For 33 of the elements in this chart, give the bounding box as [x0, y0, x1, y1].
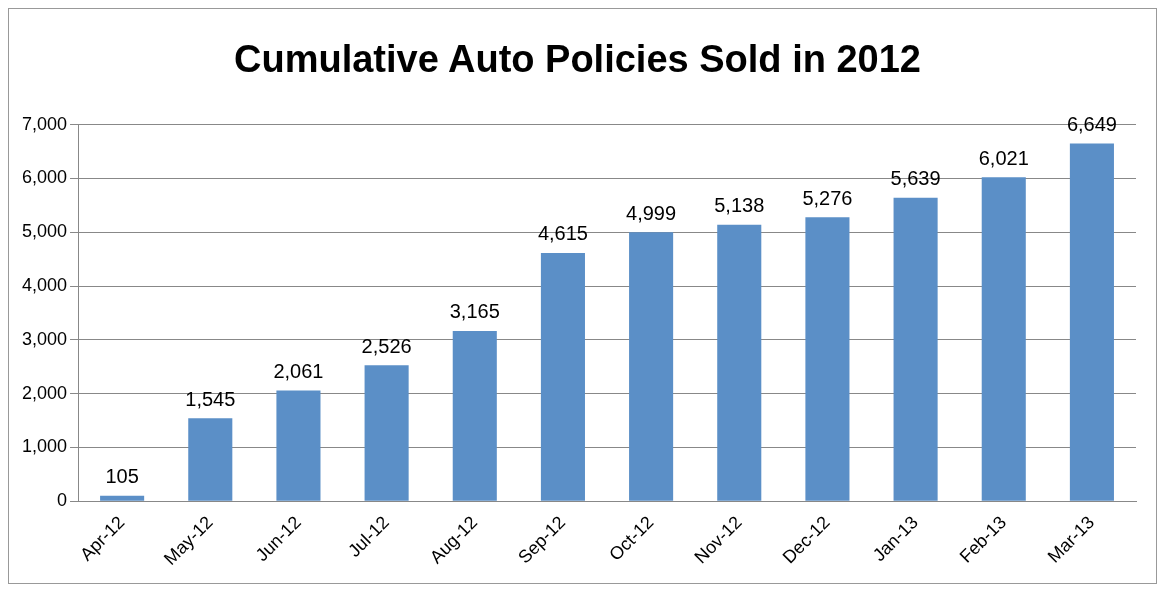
bar: [452, 330, 497, 501]
data-label: 3,165: [449, 300, 500, 323]
data-label: 1,545: [185, 387, 236, 410]
bar: [717, 224, 762, 501]
bar: [893, 197, 938, 501]
data-label: 6,649: [1066, 113, 1117, 135]
y-tick-label: 6,000: [22, 167, 68, 188]
bar: [629, 232, 674, 501]
bar: [188, 418, 233, 501]
bar: [981, 177, 1026, 501]
y-tick-label: 4,000: [22, 275, 68, 296]
data-label: 5,276: [802, 186, 853, 209]
data-label: 4,615: [537, 222, 588, 245]
y-tick-label: 2,000: [22, 382, 68, 403]
chart-title: Cumulative Auto Policies Sold in 2012: [234, 38, 921, 81]
bar: [540, 252, 585, 501]
y-tick-label: 3,000: [22, 328, 68, 349]
bar: [1069, 143, 1114, 501]
bar: [805, 217, 850, 501]
data-label: 2,061: [273, 359, 324, 382]
bar: [100, 495, 145, 501]
data-label: 5,138: [714, 194, 765, 217]
data-label: 2,526: [361, 334, 412, 357]
bar: [276, 390, 321, 501]
bar: [364, 365, 409, 501]
y-tick-label: 5,000: [22, 221, 68, 242]
data-label: 4,999: [626, 201, 677, 224]
data-label: 105: [105, 465, 139, 488]
data-label: 5,639: [890, 167, 941, 190]
y-tick-label: 1,000: [22, 436, 68, 457]
y-tick-label: 7,000: [22, 113, 68, 134]
y-tick-label: 0: [57, 490, 68, 511]
data-label: 6,021: [978, 146, 1029, 169]
